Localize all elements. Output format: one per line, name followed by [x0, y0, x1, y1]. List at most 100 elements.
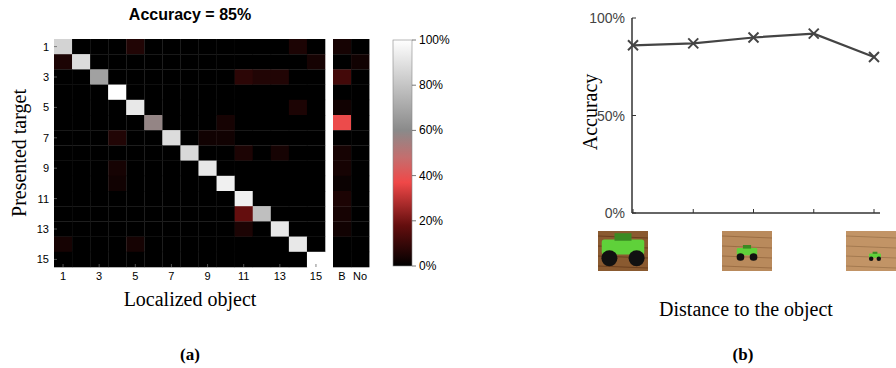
x-tick — [171, 264, 172, 267]
heatmap-cell — [289, 206, 307, 222]
heatmap-cell — [180, 237, 198, 253]
heatmap-cell — [253, 130, 271, 146]
heatmap — [54, 39, 369, 267]
thumb-stripe — [846, 246, 896, 248]
heatmap-cell — [72, 176, 90, 192]
colorbar-tick — [412, 130, 416, 131]
heatmap-cell — [217, 100, 235, 116]
heatmap-cell — [54, 252, 72, 267]
heatmap-cell — [162, 206, 180, 222]
heatmap-cell — [289, 130, 307, 146]
heatmap-cell — [235, 115, 253, 131]
series-marker — [628, 40, 638, 50]
heatmap-cell — [90, 161, 108, 177]
heatmap-cell — [289, 161, 307, 177]
colorbar-tick-label: 20% — [419, 214, 443, 228]
x-tick-label: 13 — [274, 270, 286, 282]
series-marker — [688, 38, 698, 48]
heatmap-cell — [217, 161, 235, 177]
heatmap-cell — [90, 39, 108, 55]
x-tick — [315, 264, 316, 267]
colorbar-tick — [412, 40, 416, 41]
heatmap-cell — [54, 39, 72, 55]
heatmap-cell — [217, 54, 235, 69]
series-marker — [869, 52, 879, 62]
heatmap-cell — [108, 191, 126, 207]
plot-area — [628, 29, 879, 62]
colorbar — [393, 40, 412, 266]
colorbar-tick-label: 60% — [419, 123, 443, 137]
heatmap-cell — [162, 221, 180, 237]
y-tick-label: 1 — [43, 41, 49, 53]
x-tick — [207, 264, 208, 267]
x-axis-label: Localized object — [124, 288, 257, 311]
y-tick-label: 3 — [43, 71, 49, 83]
heatmap-cell — [162, 237, 180, 253]
colorbar-tick — [412, 266, 416, 267]
heatmap-cell — [307, 85, 325, 101]
heatmap-cell — [253, 85, 271, 101]
heatmap-cell — [217, 221, 235, 237]
heatmap-cell — [217, 206, 235, 222]
heatmap-cell — [126, 100, 144, 116]
heatmap-cell — [217, 115, 235, 131]
y-tick — [54, 168, 57, 169]
heatmap-cell — [90, 176, 108, 192]
x-tick — [99, 264, 100, 267]
heatmap-cell — [162, 252, 180, 267]
heatmap-cell — [235, 206, 253, 222]
side-cell — [333, 145, 351, 161]
colorbar-tick — [412, 85, 416, 86]
car-thumbnail — [598, 231, 648, 271]
heatmap-cell — [253, 191, 271, 207]
x-tick-label: 11 — [238, 270, 249, 282]
y-tick-label: 11 — [38, 193, 49, 205]
x-tick — [63, 264, 64, 267]
colorbar-tick-label: 40% — [419, 169, 443, 183]
heatmap-cell — [126, 145, 144, 161]
thumb-stripe — [722, 236, 772, 238]
y-tick — [54, 107, 57, 108]
heatmap-cell — [235, 191, 253, 207]
heatmap-cell — [126, 39, 144, 55]
y-tick-label: 9 — [43, 162, 49, 174]
heatmap-cell — [144, 115, 162, 131]
heatmap-cell — [289, 252, 307, 267]
heatmap-cell — [72, 100, 90, 116]
x-tick-label: 9 — [205, 270, 211, 282]
heatmap-cell — [289, 176, 307, 192]
heatmap-cell — [289, 85, 307, 101]
marker-stroke — [628, 40, 638, 50]
y-tick-label: 7 — [43, 132, 49, 144]
y-tick — [632, 18, 636, 19]
side-cell — [351, 100, 369, 116]
side-cell — [333, 161, 351, 177]
heatmap-cell — [162, 39, 180, 55]
heatmap-cell — [271, 176, 289, 192]
heatmap-cell — [253, 206, 271, 222]
heatmap-cell — [108, 100, 126, 116]
heatmap-cell — [253, 145, 271, 161]
thumb-car-wheel — [629, 250, 645, 266]
heatmap-cell — [54, 115, 72, 131]
heatmap-cell — [162, 130, 180, 146]
side-cell — [351, 39, 369, 55]
heatmap-cell — [271, 191, 289, 207]
heatmap-cell — [271, 252, 289, 267]
heatmap-cell — [307, 69, 325, 85]
y-tick — [54, 198, 57, 199]
heatmap-cell — [108, 39, 126, 55]
heatmap-cell — [180, 69, 198, 85]
x-axis-label: Distance to the object — [659, 298, 833, 321]
heatmap-cell — [72, 54, 90, 69]
heatmap-cell — [271, 39, 289, 55]
heatmap-cell — [271, 54, 289, 69]
heatmap-cell — [144, 221, 162, 237]
heatmap-cell — [162, 54, 180, 69]
y-tick-label: 100% — [589, 10, 625, 26]
heatmap-cell — [289, 191, 307, 207]
marker-stroke — [809, 29, 819, 39]
side-cell — [351, 130, 369, 146]
thumb-stripe — [846, 266, 896, 268]
heatmap-cell — [271, 145, 289, 161]
